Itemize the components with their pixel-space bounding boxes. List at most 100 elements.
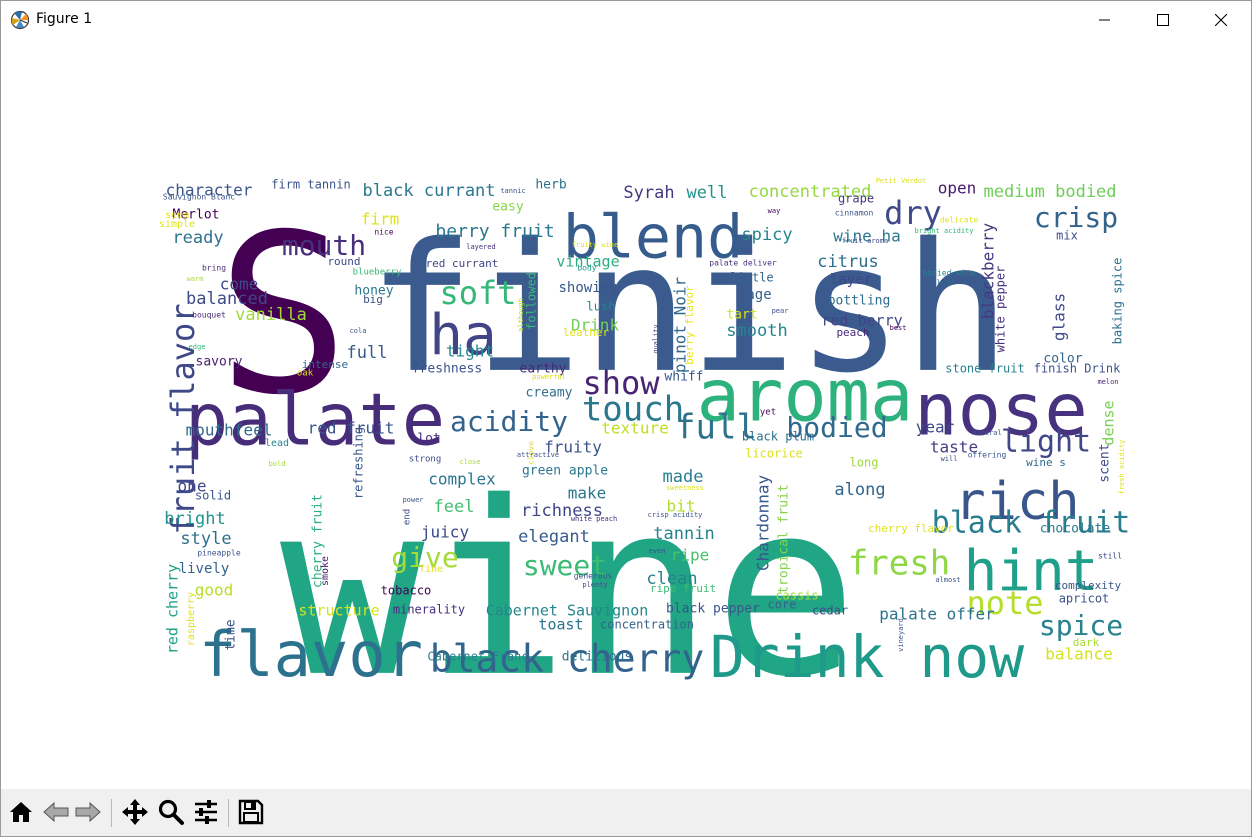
word-balanced: balanced [186,289,268,309]
save-icon [238,799,264,825]
word-generous: generous [574,572,613,581]
word-full: full [675,408,757,448]
word-fresh: fresh [848,544,950,584]
word-texture: texture [601,419,668,438]
word-bodied: bodied [786,411,887,444]
word-lush: lush [587,300,616,314]
word-minerality: minerality [393,603,465,617]
word-tight: tight [446,342,494,361]
word-vineyard: vineyard [897,618,905,652]
pan-button[interactable] [118,795,152,829]
word-solid: solid [195,489,231,503]
word-black-cherry: black cherry [430,637,705,681]
matplotlib-icon [10,10,30,30]
word-pineapple: pineapple [197,549,241,558]
back-button[interactable] [39,795,73,829]
word-chocolate: chocolate [1040,522,1111,537]
word-ripe: ripe [671,546,710,565]
word-end: end [403,509,413,525]
word-age: age [746,287,771,303]
word-white-pepper: white pepper [994,266,1008,353]
forward-icon [75,801,101,823]
word-lively: lively [179,561,230,577]
word-ready: ready [172,228,223,248]
word-lean: lean [937,279,954,287]
word-hint: hint [964,539,1099,604]
word-palate-offer: palate offer [879,605,995,624]
word-concentrated: concentrated [749,182,872,202]
home-icon [10,802,32,822]
title-bar[interactable]: Figure 1 [1,1,1251,39]
word-black-fruit: black fruit [932,506,1131,541]
word-red-berry: red berry [821,312,902,330]
word-cherry-fruit: cherry fruit [311,494,326,588]
word-apricot: apricot [1059,592,1110,606]
minimize-button[interactable] [1076,1,1134,39]
back-icon [43,801,69,823]
word-will: will [941,455,958,463]
word-body: body [577,264,596,273]
word-black-plum: black plum [742,430,814,444]
word-stone-fruit: stone fruit [945,362,1024,376]
word-full: full [347,343,388,363]
word-taste: taste [930,438,978,457]
word-warm: warm [187,275,204,283]
word-give: give [391,541,458,574]
word-feel: feel [434,497,475,517]
word-bright-acidity: bright acidity [914,227,973,235]
word-red-currant: red currant [426,257,499,270]
word-close: close [459,458,480,466]
word-richness: richness [521,501,603,521]
word-lead: lead [265,438,289,449]
word-cinnamon: cinnamon [835,209,874,218]
configure-subplots-button[interactable] [189,795,223,829]
maximize-button[interactable] [1134,1,1192,39]
word-delicious: delicious [562,650,632,665]
word-dry: dry [884,194,942,232]
word-yet: yet [760,408,776,418]
home-button[interactable] [4,795,38,829]
word-palate: palate [185,378,445,462]
configure-subplots-icon [195,800,217,824]
word-light: light [1001,425,1091,460]
word-sauvignon-blanc: Sauvignon Blanc [163,193,235,202]
forward-button[interactable] [71,795,105,829]
word-green-apple: green apple [522,464,608,479]
word-peach: peach [836,326,869,339]
save-button[interactable] [234,795,268,829]
word-along: along [834,480,885,500]
word-little: little [730,271,773,285]
word-chardonnay: Chardonnay [754,474,773,571]
word-berry-fruit: berry fruit [435,221,554,242]
word-cassis: cassis [775,589,818,603]
word-well: well [687,183,728,203]
word-showing: showing [558,280,617,296]
word-vanilla: vanilla [235,305,307,325]
word-fruit-flavor: fruit flavor [164,303,202,534]
word-easy: easy [492,200,523,215]
word-followed: followed [525,272,539,330]
navigation-toolbar [1,789,1251,836]
word-melon: melon [1097,378,1118,386]
word-make: make [568,484,607,503]
toolbar-separator [228,799,229,827]
word-cola: cola [350,327,367,335]
close-icon [1215,14,1227,26]
close-button[interactable] [1192,1,1250,39]
word-finish: finish [368,205,1011,412]
word-savory: savory [196,355,243,370]
word-creamy: creamy [526,386,573,401]
word-wine-s: wine s [1026,456,1066,469]
word-time: time [224,619,239,650]
word-firm: firm [361,210,400,229]
word-drink: Drink [571,316,620,335]
word-juicy: juicy [421,523,470,542]
word-wine: wine [280,450,858,730]
word-toast: toast [538,616,583,634]
word-mouth: mouth [282,229,366,262]
zoom-button[interactable] [154,795,188,829]
word-bold: bold [269,460,286,468]
word-s: S [217,187,349,443]
word-scent: scent [1098,443,1113,482]
